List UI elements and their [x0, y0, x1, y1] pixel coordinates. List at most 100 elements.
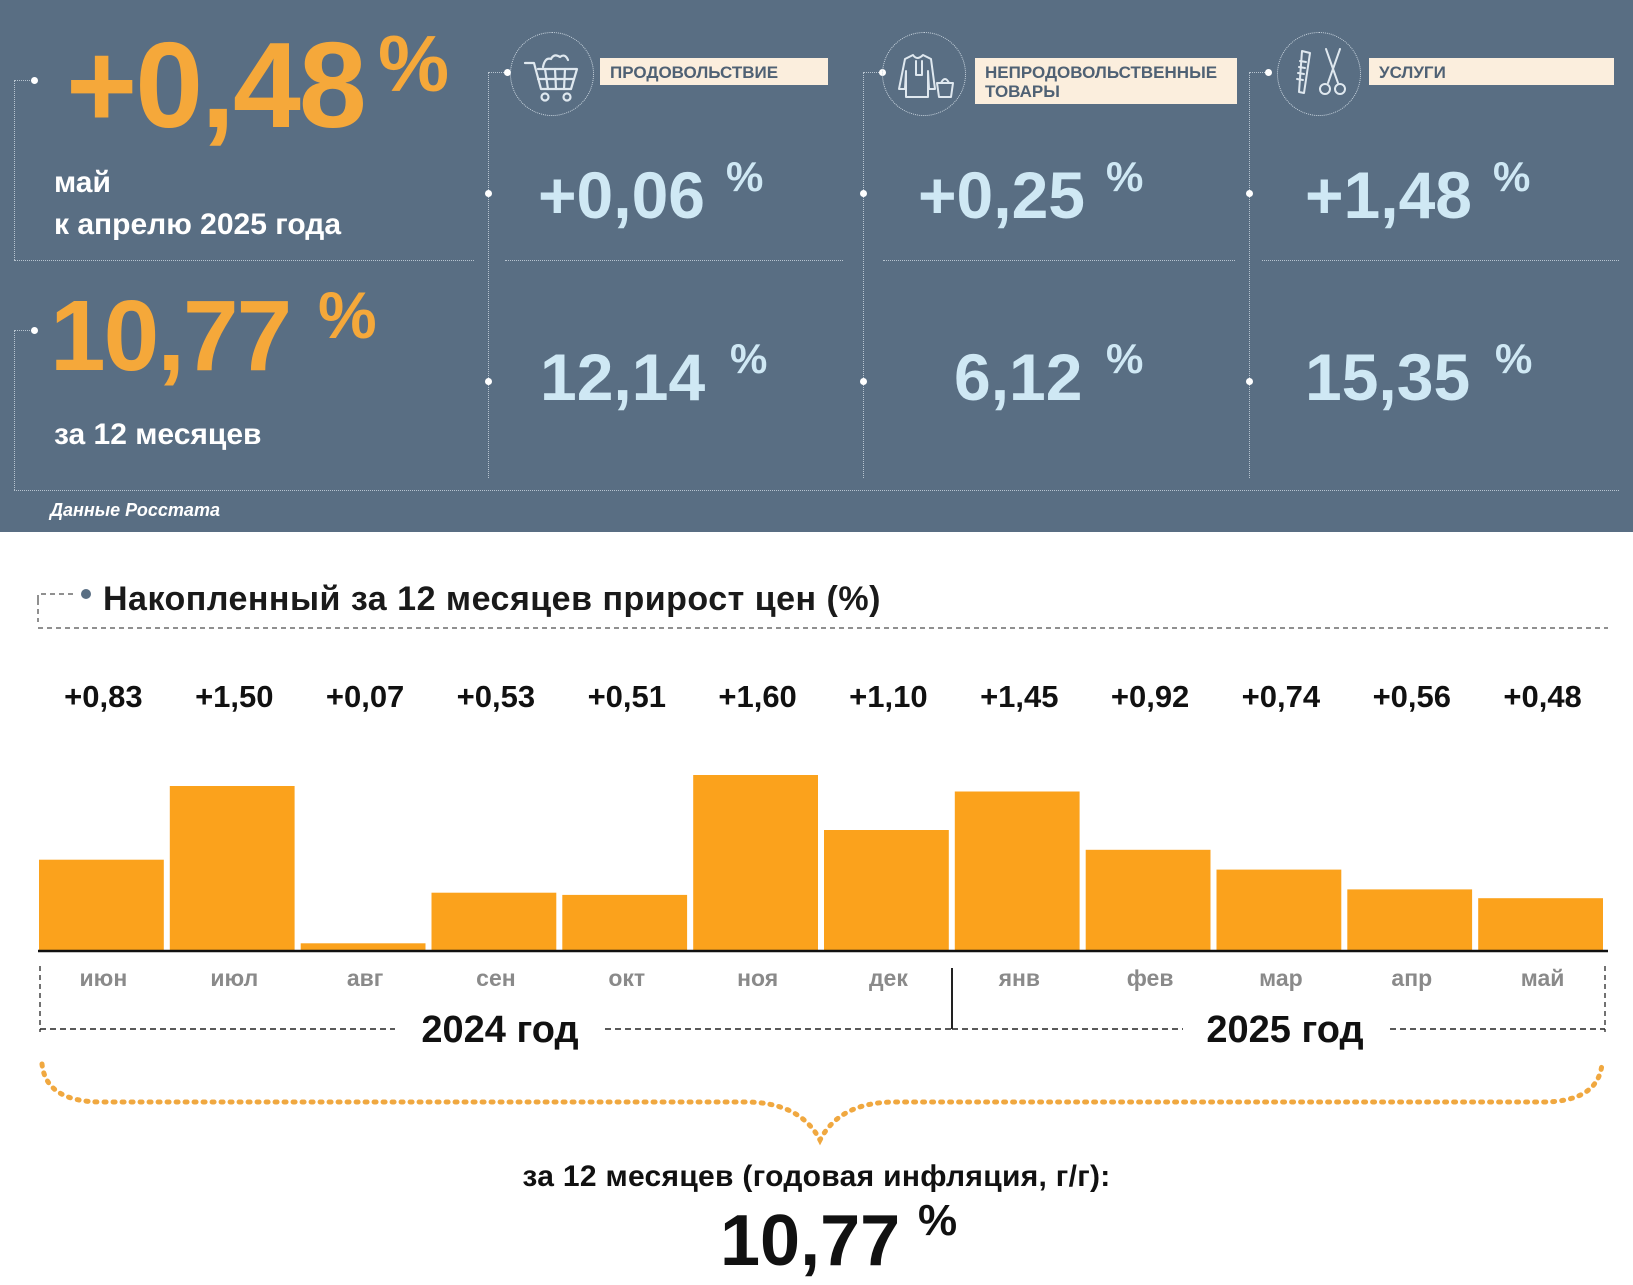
scissors-comb-icon	[1277, 32, 1361, 116]
total-value-number: 10,77	[720, 1201, 901, 1281]
bar-июн	[39, 859, 164, 951]
monthly-label-line1: май	[54, 166, 111, 199]
bar-value-label: +0,51	[588, 679, 666, 714]
bar-value-label: +0,92	[1111, 679, 1189, 714]
food-monthly-value: +0,06	[538, 158, 705, 232]
month-label: янв	[998, 965, 1040, 991]
month-label: авг	[347, 965, 384, 991]
bullet-dot	[31, 77, 38, 84]
divider	[14, 80, 15, 260]
divider	[14, 330, 32, 331]
total-brace	[39, 1061, 1605, 1146]
bar-май	[1478, 898, 1603, 951]
monthly-total-value: +0,48	[66, 17, 367, 153]
divider	[883, 260, 1235, 261]
bullet-dot	[31, 327, 38, 334]
nonfood-monthly-unit: %	[1106, 153, 1144, 200]
bar-июл	[169, 786, 295, 951]
total-value-unit: %	[918, 1196, 958, 1245]
monthly-bar-chart: +0,83 +1,50 +0,07 +0,53 +0,51 +1,60 +1,10 +1,45…	[37, 589, 1608, 1146]
bullet-dot	[485, 378, 492, 385]
bar-value-label: +0,48	[1503, 679, 1581, 714]
annual-total-value: 10,77	[50, 280, 292, 392]
food-monthly-unit: %	[726, 153, 764, 200]
bullet-dot	[860, 378, 867, 385]
bar-value-label: +0,74	[1242, 679, 1321, 714]
annual-total-unit: %	[318, 278, 377, 352]
nonfood-annual-value: 6,12	[954, 340, 1083, 414]
food-monthly: +0,06 %	[538, 156, 763, 229]
monthly-total: +0,48 %	[66, 24, 449, 147]
year-label-2024: 2024 год	[421, 1009, 578, 1051]
divider	[1249, 72, 1267, 73]
bullet-dot	[1246, 190, 1253, 197]
bar-value-label: +0,83	[64, 679, 142, 714]
bullet-dot	[504, 69, 511, 76]
nonfood-annual-unit: %	[1106, 335, 1144, 382]
food-annual: 12,14 %	[540, 338, 767, 411]
nonfood-monthly: +0,25 %	[918, 156, 1143, 229]
divider	[863, 72, 881, 73]
services-annual-unit: %	[1495, 335, 1533, 382]
bar-авг	[300, 943, 426, 951]
food-annual-value: 12,14	[540, 340, 706, 414]
title-bracket	[37, 593, 76, 600]
month-label: окт	[608, 965, 645, 991]
divider	[14, 330, 15, 490]
clothes-icon	[882, 32, 966, 116]
divider	[1262, 260, 1619, 261]
divider	[488, 72, 489, 478]
month-label: дек	[869, 965, 908, 991]
title-bullet	[81, 589, 91, 599]
month-label: ноя	[737, 965, 778, 991]
bar-апр	[1347, 889, 1473, 951]
total-caption: за 12 месяцев (годовая инфляция, г/г):	[522, 1160, 1111, 1193]
bar-value-label: +1,60	[718, 679, 796, 714]
chart-title: Накопленный за 12 месяцев прирост цен (%…	[103, 580, 881, 618]
month-label: сен	[476, 965, 515, 991]
bar-value-label: +1,50	[195, 679, 273, 714]
bar-сен	[431, 892, 557, 951]
services-monthly-unit: %	[1493, 153, 1531, 200]
services-annual: 15,35 %	[1305, 338, 1532, 411]
nonfood-annual: 6,12 %	[954, 338, 1143, 411]
divider	[14, 260, 474, 261]
food-annual-unit: %	[730, 335, 768, 382]
bar-фев	[1085, 849, 1211, 951]
category-label-food: ПРОДОВОЛЬСТВИЕ	[600, 58, 828, 85]
bar-value-label: +1,10	[849, 679, 927, 714]
bar-окт	[562, 894, 688, 951]
bar-ноя	[693, 775, 818, 951]
bar-мар	[1216, 869, 1342, 951]
monthly-total-unit: %	[378, 19, 450, 108]
services-monthly: +1,48 %	[1305, 156, 1530, 229]
annual-label: за 12 месяцев	[54, 418, 262, 451]
bar-value-label: +0,53	[457, 679, 535, 714]
value-labels: +0,83 +1,50 +0,07 +0,53 +0,51 +1,60 +1,10 +1,45…	[64, 679, 1582, 714]
category-label-nonfood-text: НЕПРОДОВОЛЬСТВЕННЫЕ ТОВАРЫ	[985, 63, 1218, 101]
month-label: июл	[210, 965, 258, 991]
source-note: Данные Росстата	[50, 500, 220, 520]
divider	[14, 490, 1619, 491]
category-label-services: УСЛУГИ	[1369, 58, 1614, 85]
year-label-2025: 2025 год	[1206, 1009, 1363, 1051]
category-label-nonfood: НЕПРОДОВОЛЬСТВЕННЫЕ ТОВАРЫ	[975, 58, 1237, 104]
bullet-dot	[1265, 69, 1272, 76]
services-monthly-value: +1,48	[1305, 158, 1472, 232]
monthly-label-line2: к апрелю 2025 года	[54, 208, 342, 241]
month-label: фев	[1127, 965, 1174, 991]
bar-value-label: +1,45	[980, 679, 1058, 714]
bullet-dot	[1246, 378, 1253, 385]
divider	[505, 260, 843, 261]
shopping-cart-icon	[510, 32, 594, 116]
divider	[863, 72, 864, 478]
title-underline	[37, 600, 1608, 629]
bullet-dot	[860, 190, 867, 197]
month-label: апр	[1391, 965, 1432, 991]
bar-дек	[824, 830, 949, 951]
summary-panel: +0,48 % май к апрелю 2025 года 10,77 % з…	[0, 0, 1633, 532]
services-annual-value: 15,35	[1305, 340, 1471, 414]
divider	[488, 72, 506, 73]
month-label: май	[1521, 965, 1565, 991]
total-value: 10,77 %	[720, 1199, 957, 1278]
